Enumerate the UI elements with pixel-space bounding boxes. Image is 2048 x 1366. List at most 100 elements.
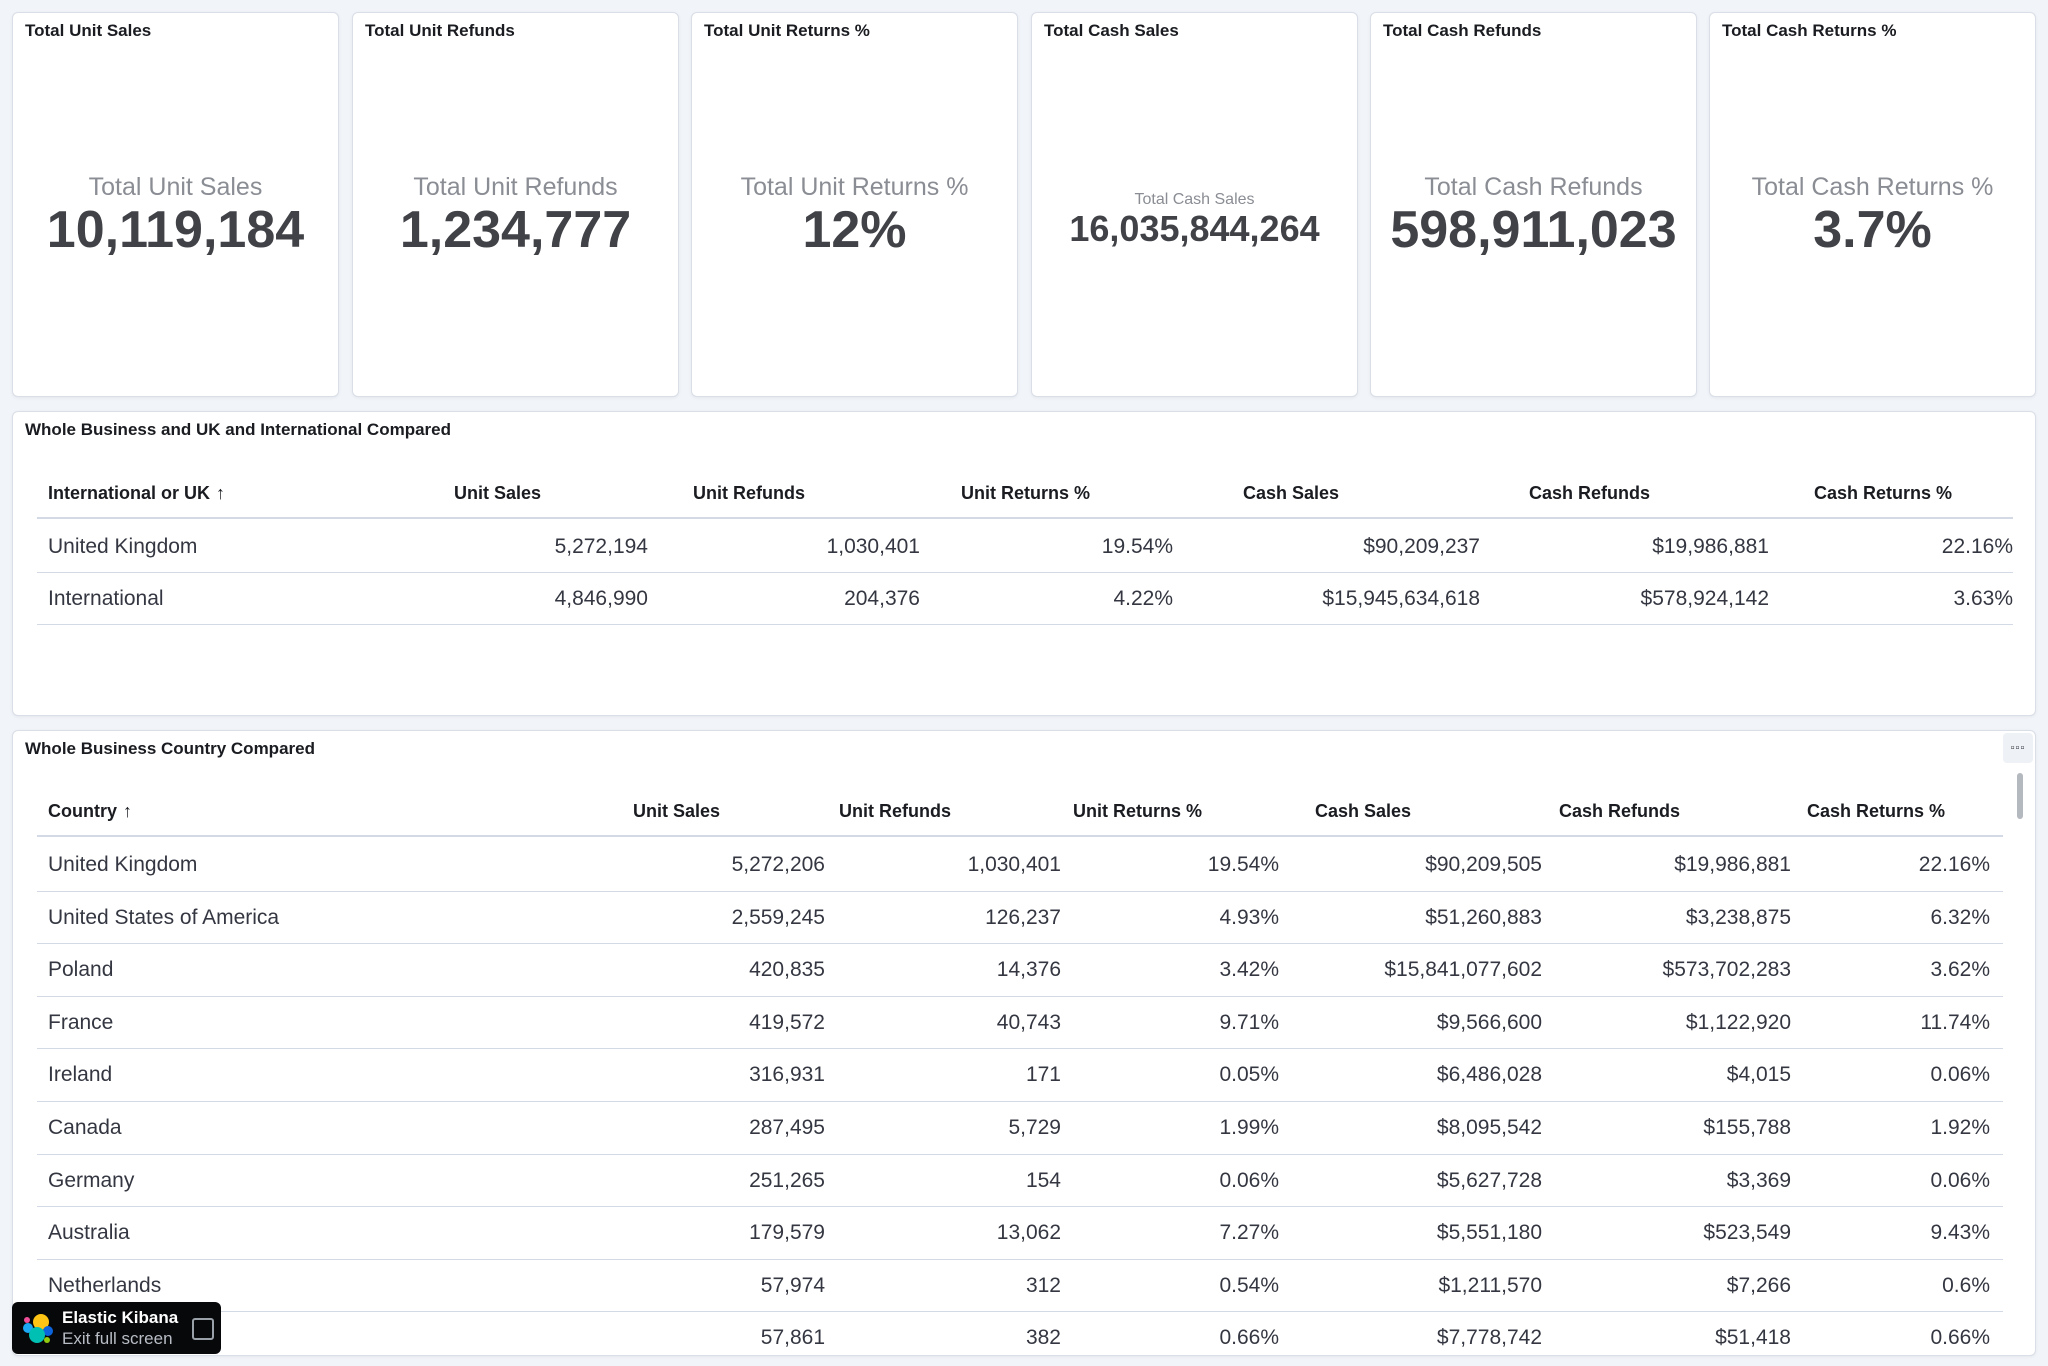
metric-value: 10,119,184 [46,201,305,259]
column-header-label: Unit Returns % [1073,801,1203,821]
column-header[interactable]: Cash Returns % [1807,785,1945,837]
table-cell: $523,549 [1703,1221,1791,1245]
row-label: United States of America [48,905,280,929]
table-cell: 1,030,401 [967,853,1061,876]
table-row: 57,861 382 0.66% $7,778,742 $51,418 0.66% [37,1312,2003,1355]
table-cell: $3,238,875 [1685,905,1791,929]
metric-panel: Total Unit Refunds Total Unit Refunds 1,… [352,12,679,397]
table-row: France 419,572 40,743 9.71% $9,566,600 $1,122… [37,997,2003,1050]
table-cell: 57,861 [760,1326,825,1350]
column-header[interactable]: Unit Returns % [1073,785,1202,837]
table-cell: 1,030,401 [826,535,920,558]
table-cell: $90,209,237 [1363,535,1480,558]
column-header-label: Unit Refunds [839,801,951,821]
row-label: Poland [48,958,114,982]
metric-panel: Total Cash Returns % Total Cash Returns … [1709,12,2036,397]
table-cell: 5,272,206 [731,853,825,876]
table-row: Australia 179,579 13,062 7.27% $5,551,180 $52… [37,1207,2003,1260]
metric-panel: Total Unit Returns % Total Unit Returns … [691,12,1018,397]
column-header[interactable]: Unit Returns % [961,467,1090,519]
table-cell: $4,015 [1726,1063,1791,1087]
column-header-label: Cash Sales [1315,801,1412,821]
table-cell: 382 [1025,1326,1061,1350]
metric-value: 12% [802,201,907,259]
table-cell: $15,945,634,618 [1322,587,1480,610]
metric-label: Total Cash Refunds [1424,173,1643,201]
column-header[interactable]: Unit Refunds [839,785,951,837]
column-header[interactable]: Unit Refunds [693,467,805,519]
table-cell: 14,376 [996,958,1061,982]
sort-ascending-icon[interactable]: ↑ [123,801,132,821]
row-label: Australia [48,1221,130,1245]
table-cell: $90,209,505 [1425,853,1542,876]
table-row: Poland 420,835 14,376 3.42% $15,841,077,602 $… [37,944,2003,997]
table-cell: 287,495 [749,1116,825,1139]
table-cell: 179,579 [749,1221,825,1245]
panel-title: Total Cash Refunds [1383,21,1542,40]
table-cell: $5,627,728 [1436,1168,1542,1192]
table-cell: 19.54% [1101,535,1173,558]
panel-options-button[interactable]: ▫▫▫ [2003,733,2033,763]
column-header[interactable]: International or UK ↑ [48,467,225,519]
metric: Total Unit Sales 10,119,184 [13,173,338,258]
table-row: Germany 251,265 154 0.06% $5,627,728 $3,369 0.… [37,1155,2003,1208]
column-header-label: Cash Refunds [1559,801,1681,821]
row-label: United Kingdom [48,853,198,876]
column-header[interactable]: Cash Sales [1315,785,1411,837]
column-header-label: Cash Returns % [1814,483,1953,503]
table-cell: 4.22% [1113,587,1173,610]
metric-label: Total Unit Refunds [413,173,618,201]
table-cell: 7.27% [1219,1221,1279,1245]
column-header[interactable]: Cash Returns % [1814,467,1952,519]
column-header[interactable]: Country ↑ [48,785,132,837]
metric: Total Cash Sales 16,035,844,264 [1032,191,1357,249]
table-cell: 0.66% [1219,1326,1279,1350]
table-row: International 4,846,990 204,376 4.22% $15,94… [37,573,2013,625]
panel-title: Total Cash Sales [1044,21,1179,40]
country-panel: Whole Business Country Compared ▫▫▫ Coun… [12,730,2036,1356]
table-cell: 6.32% [1930,905,1990,929]
column-header-label: Unit Sales [454,483,542,503]
column-header[interactable]: Cash Sales [1243,467,1339,519]
table-cell: $5,551,180 [1436,1221,1542,1245]
table-header-row: Country ↑ Unit Sales Unit Refunds Unit Retur… [37,785,2003,837]
table-cell: 3.63% [1953,587,2013,610]
column-header[interactable]: Cash Refunds [1559,785,1680,837]
table-cell: $7,266 [1726,1273,1791,1297]
column-header-label: Cash Sales [1243,483,1340,503]
metric-panel: Total Cash Sales Total Cash Sales 16,035… [1031,12,1358,397]
scrollbar[interactable] [2017,773,2023,819]
table-cell: 5,729 [1008,1116,1061,1139]
column-header[interactable]: Unit Sales [454,467,541,519]
table-cell: 5,272,194 [554,535,648,558]
row-label: Ireland [48,1063,113,1087]
metric-panel: Total Unit Sales Total Unit Sales 10,119… [12,12,339,397]
table-cell: 3.62% [1930,958,1990,982]
column-header[interactable]: Unit Sales [633,785,720,837]
table-cell: 9.43% [1930,1221,1990,1245]
metric-panel: Total Cash Refunds Total Cash Refunds 59… [1370,12,1697,397]
kibana-exit-fullscreen-button[interactable]: Elastic Kibana Exit full screen [12,1302,221,1354]
table-cell: 13,062 [996,1221,1061,1245]
column-header[interactable]: Cash Refunds [1529,467,1650,519]
row-label: Netherlands [48,1273,162,1297]
table-cell: 171 [1025,1063,1061,1087]
panel-title: Total Cash Returns % [1722,21,1897,40]
table-cell: 9.71% [1219,1010,1279,1034]
table-cell: 1.92% [1930,1116,1990,1139]
table-cell: $7,778,742 [1436,1326,1542,1350]
table-cell: 0.05% [1219,1063,1279,1087]
sort-ascending-icon[interactable]: ↑ [216,483,226,503]
metric-value: 3.7% [1813,201,1932,259]
table-cell: 316,931 [749,1063,825,1087]
metric-label: Total Cash Returns % [1751,173,1994,201]
table-cell: 0.6% [1942,1273,1990,1297]
table-row: Ireland 316,931 171 0.05% $6,486,028 $4,015 0.… [37,1049,2003,1102]
metric: Total Unit Refunds 1,234,777 [353,173,678,258]
table-cell: 4.93% [1219,905,1279,929]
table-cell: $1,211,570 [1438,1273,1542,1297]
table-cell: 126,237 [985,905,1061,929]
table-cell: $19,986,881 [1674,853,1791,876]
row-label: Canada [48,1116,122,1139]
table-cell: 19.54% [1207,853,1279,876]
